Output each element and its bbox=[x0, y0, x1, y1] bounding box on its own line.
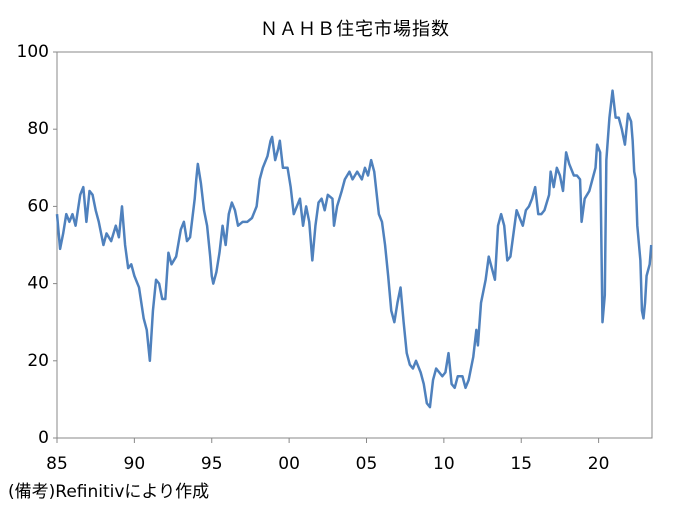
data-line bbox=[55, 89, 653, 409]
x-tick-label: 90 bbox=[124, 454, 146, 474]
x-tick-label: 15 bbox=[510, 454, 532, 474]
plot-frame bbox=[56, 51, 653, 439]
x-tick-label: 85 bbox=[46, 454, 68, 474]
y-tick-label: 60 bbox=[27, 196, 49, 216]
y-tick-label: 0 bbox=[38, 428, 49, 448]
y-tick-label: 40 bbox=[27, 274, 49, 294]
x-tick-label: 95 bbox=[201, 454, 223, 474]
y-tick-label: 20 bbox=[27, 351, 49, 371]
y-tick-label: 80 bbox=[27, 119, 49, 139]
x-tick-label: 20 bbox=[588, 454, 610, 474]
x-tick-label: 00 bbox=[278, 454, 300, 474]
y-tick-label: 100 bbox=[17, 42, 49, 62]
x-tick-label: 05 bbox=[356, 454, 378, 474]
chart-title: ＮＡＨＢ住宅市場指数 bbox=[260, 19, 450, 40]
x-tick-label: 10 bbox=[433, 454, 455, 474]
source-note: (備考)Refinitivにより作成 bbox=[8, 482, 209, 502]
